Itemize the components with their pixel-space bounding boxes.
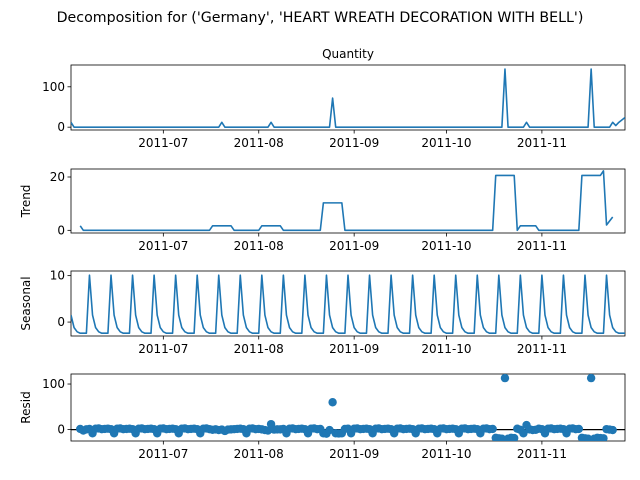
axes-frame-seasonal xyxy=(70,270,626,337)
resid-point xyxy=(608,425,617,435)
y-tick-label-seasonal: 10 xyxy=(50,269,65,283)
axes-frame-resid xyxy=(70,373,626,442)
y-axis-label-resid: Resid xyxy=(19,391,33,423)
x-tick-label-seasonal: 2011-08 xyxy=(234,342,284,356)
plot-area-resid xyxy=(71,374,625,441)
x-tick-label-trend: 2011-09 xyxy=(329,239,379,253)
axes-frame-observed xyxy=(70,64,626,131)
y-tick-label-observed: 100 xyxy=(42,80,65,94)
series-line-seasonal xyxy=(71,274,625,335)
x-tick-label-resid: 2011-11 xyxy=(517,447,567,461)
axes-frame-trend xyxy=(70,168,626,234)
plot-area-seasonal xyxy=(71,274,625,335)
x-tick-label-observed: 2011-11 xyxy=(517,136,567,150)
y-tick-label-trend: 0 xyxy=(57,223,65,237)
resid-point xyxy=(519,429,528,438)
series-line-observed xyxy=(71,68,625,128)
x-tick-label-observed: 2011-10 xyxy=(421,136,471,150)
resid-point xyxy=(325,425,334,435)
x-tick-label-resid: 2011-08 xyxy=(234,447,284,461)
x-tick-label-trend: 2011-11 xyxy=(517,239,567,253)
panel-trend: Trend 0 20 2011-07 2011-08 2011-09 2011-10 2011… xyxy=(19,168,626,253)
resid-point xyxy=(574,424,584,434)
x-tick-label-trend: 2011-10 xyxy=(421,239,471,253)
resid-point xyxy=(263,426,273,435)
x-tick-label-resid: 2011-10 xyxy=(421,447,471,461)
resid-point xyxy=(586,374,596,383)
series-line-trend xyxy=(79,170,614,232)
resid-point xyxy=(510,433,519,441)
x-tick-label-seasonal: 2011-09 xyxy=(329,342,379,356)
x-tick-label-observed: 2011-09 xyxy=(329,136,379,150)
panel-seasonal: Seasonal 0 10 2011-07 2011-08 2011-09 2011-10 2… xyxy=(19,269,626,356)
x-tick-label-observed: 2011-08 xyxy=(234,136,284,150)
panel-resid: Resid 0 100 2011-07 2011-08 2011-09 2011-10 201… xyxy=(19,373,626,461)
resid-point xyxy=(599,434,608,441)
y-tick-label-observed: 0 xyxy=(57,120,65,134)
y-axis-label-trend: Trend xyxy=(19,185,33,219)
y-tick-label-trend: 20 xyxy=(50,170,65,184)
y-tick-label-resid: 0 xyxy=(57,423,65,437)
x-tick-label-seasonal: 2011-11 xyxy=(517,342,567,356)
x-tick-label-observed: 2011-07 xyxy=(138,136,188,150)
panel-title-observed: Quantity xyxy=(322,47,374,61)
plot-area-observed xyxy=(71,68,625,128)
x-tick-label-seasonal: 2011-07 xyxy=(138,342,188,356)
x-tick-label-resid: 2011-07 xyxy=(138,447,188,461)
figure-suptitle: Decomposition for ('Germany', 'HEART WRE… xyxy=(57,10,584,26)
x-tick-label-trend: 2011-08 xyxy=(234,239,284,253)
y-tick-label-resid: 100 xyxy=(42,377,65,391)
y-tick-label-seasonal: 0 xyxy=(57,315,65,329)
x-tick-label-seasonal: 2011-10 xyxy=(421,342,471,356)
y-axis-label-seasonal: Seasonal xyxy=(19,276,33,330)
resid-point xyxy=(500,374,510,383)
x-tick-label-trend: 2011-07 xyxy=(138,239,188,253)
resid-point xyxy=(488,424,497,434)
x-tick-label-resid: 2011-09 xyxy=(329,447,379,461)
resid-point xyxy=(328,398,337,407)
plot-area-trend xyxy=(79,170,614,232)
panel-observed: Quantity 0 100 2011-07 2011-08 2011-09 2011-10… xyxy=(42,47,626,150)
